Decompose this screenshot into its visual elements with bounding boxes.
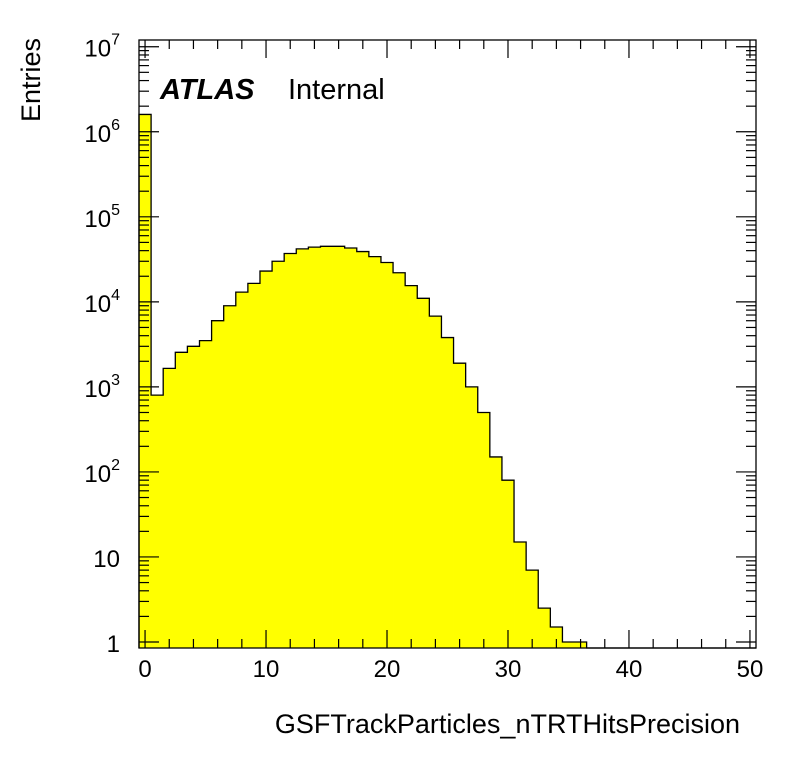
histogram-bin	[163, 368, 176, 648]
histogram-bin	[308, 247, 321, 649]
histogram-bin	[187, 346, 200, 648]
histogram-bin	[453, 363, 467, 648]
histogram-bin	[320, 246, 333, 649]
histogram-bin	[405, 285, 418, 648]
histogram-bin	[199, 340, 212, 648]
histogram-bin	[247, 283, 261, 648]
y-tick-label: 10	[93, 546, 120, 573]
histogram-bin	[538, 608, 551, 648]
y-tick-label: 104	[84, 287, 120, 318]
histogram-bin	[235, 292, 249, 648]
internal-label: Internal	[288, 74, 385, 106]
histogram-bin	[417, 298, 430, 648]
histogram-bin	[356, 251, 370, 649]
x-tick-label: 0	[138, 656, 151, 683]
histogram-bin	[139, 114, 152, 649]
histogram-bin	[489, 456, 503, 648]
histogram-bin	[465, 386, 479, 648]
y-axis-title: Entries	[16, 38, 46, 122]
y-tick-label: 1	[107, 631, 120, 658]
axis-ticks	[139, 40, 756, 648]
histogram-bin	[441, 337, 454, 648]
y-tick-label: 105	[84, 202, 120, 233]
histogram-bin	[175, 352, 188, 648]
y-tick-label: 102	[84, 457, 120, 488]
histogram-bin	[526, 570, 539, 648]
histogram-bin	[296, 248, 309, 648]
histogram-bin	[284, 253, 297, 649]
histogram-bin	[550, 627, 563, 648]
x-tick-label: 10	[253, 656, 280, 683]
histogram-bars	[139, 114, 588, 649]
atlas-label: ATLAS	[159, 74, 255, 106]
histogram-bin	[259, 271, 273, 648]
histogram-bin	[562, 641, 575, 648]
plot-frame	[138, 39, 757, 649]
y-tick-label: 103	[84, 372, 120, 403]
histogram-bin	[393, 272, 406, 648]
x-tick-label: 50	[737, 656, 764, 683]
histogram-bin	[151, 395, 164, 648]
x-tick-label: 20	[374, 656, 401, 683]
histogram-bin	[501, 480, 515, 648]
histogram-outline	[138, 113, 756, 649]
histogram-bin	[272, 261, 285, 648]
x-tick-label: 40	[616, 656, 643, 683]
histogram-bin	[332, 246, 346, 649]
x-tick-label: 30	[495, 656, 522, 683]
histogram-bin	[211, 320, 225, 648]
x-axis-title: GSFTrackParticles_nTRTHitsPrecision	[275, 709, 740, 739]
y-tick-label: 107	[84, 32, 120, 63]
histogram-bin	[368, 256, 382, 648]
histogram-bin	[223, 305, 237, 648]
histogram-bin	[477, 412, 491, 648]
histogram-bin	[429, 316, 442, 648]
x-tick-labels: 0 10 20 30 40 50	[138, 656, 763, 683]
histogram-bin	[344, 247, 358, 648]
histogram-bin	[380, 262, 394, 648]
y-tick-labels: 1 10 102 103 104 105 106 107	[84, 32, 120, 658]
y-tick-label: 106	[84, 117, 120, 148]
histogram-bin	[514, 541, 527, 648]
